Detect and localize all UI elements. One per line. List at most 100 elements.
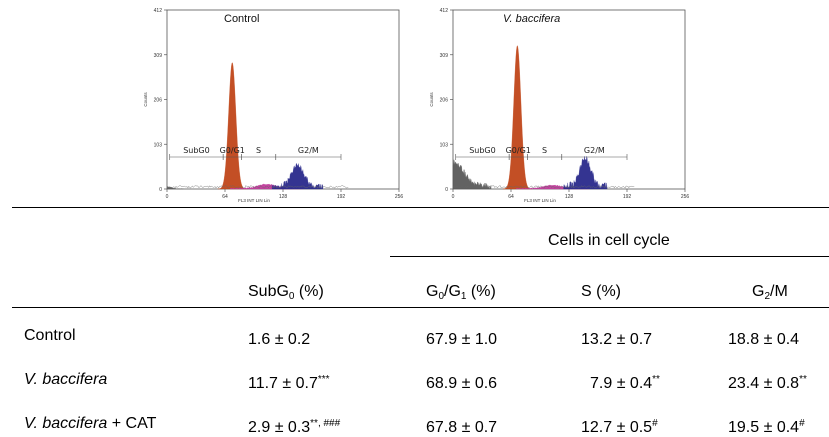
row-0-g0g1-value: 67.9 ± 1.0 (426, 331, 498, 348)
row-1-g0g1: 68.9 ± 0.6 (426, 371, 497, 393)
region-label: S (256, 146, 261, 155)
row-1-subg0-sig: *** (317, 374, 330, 385)
histogram-peak-g2-m (563, 156, 608, 190)
row-1-g2m-value: 23.4 ± 0.8 (728, 375, 800, 392)
col-header-g0g1-tail: (%) (466, 283, 496, 300)
row-1-g0g1-value: 68.9 ± 0.6 (426, 375, 498, 392)
chart-title: Control (224, 13, 259, 25)
x-tick-label: 192 (337, 194, 346, 200)
col-header-g0g1-p2: /G (444, 283, 461, 300)
row-2-g0g1: 67.8 ± 0.7 (426, 415, 497, 437)
x-tick-label: 192 (623, 194, 632, 200)
region-label: G0/G1 (506, 146, 531, 155)
chart-title: V. baccifera (503, 13, 560, 25)
figure-table-divider (12, 207, 829, 208)
row-label-control: Control (24, 327, 76, 345)
row-2-subg0-value: 2.9 ± 0.3 (248, 419, 311, 436)
col-header-g2m-tail: /M (770, 283, 788, 300)
y-tick-label: 412 (440, 8, 449, 14)
row-2-label: + CAT (107, 415, 157, 432)
region-label: G2/M (584, 146, 605, 155)
col-header-g0g1-s2: 1 (460, 291, 467, 302)
x-tick-label: 256 (681, 194, 690, 200)
histogram-peak-subg0 (452, 159, 492, 190)
region-label: G2/M (298, 146, 319, 155)
col-header-g2m-base: G (752, 283, 765, 300)
region-label: G0/G1 (220, 146, 245, 155)
col-header-subg0-tail: (%) (294, 283, 324, 300)
y-tick-label: 103 (440, 142, 449, 148)
histogram-baseline (166, 185, 349, 189)
y-tick-label: 0 (159, 187, 162, 193)
col-header-subg0-sub: 0 (288, 291, 295, 302)
y-tick-label: 309 (440, 53, 449, 59)
y-tick-label: 103 (154, 142, 163, 148)
histogram-control: 0 103 206 309 412 0 64 128 192 256 FL3 INT LIN Lin… (143, 8, 403, 203)
row-0-g2m-value: 18.8 ± 0.4 (728, 331, 800, 348)
row-0-s: 13.2 ± 0.7 (581, 327, 652, 349)
row-1-g2m-sig: ** (799, 374, 807, 385)
row-1-subg0: 11.7 ± 0.7*** (248, 371, 330, 393)
row-2-g2m-value: 19.5 ± 0.4 (728, 419, 800, 436)
col-header-g2m-sub: 2 (764, 291, 771, 302)
row-0-g0g1: 67.9 ± 1.0 (426, 327, 497, 349)
x-tick-label: 256 (395, 194, 404, 200)
row-2-s-value: 12.7 ± 0.5 (581, 419, 653, 436)
row-1-s-value: 7.9 ± 0.4 (590, 375, 653, 392)
histogram-v-baccifera: 0 103 206 309 412 0 64 128 192 256 FL3 INT LIN Lin… (429, 8, 689, 203)
x-tick-label: 64 (222, 194, 228, 200)
x-tick-label: 0 (452, 194, 455, 200)
row-1-s-sig: ** (652, 374, 660, 385)
y-tick-label: 206 (440, 98, 449, 104)
y-tick-label: 309 (154, 53, 163, 59)
row-2-label-italic: V. baccifera (24, 415, 108, 432)
x-axis-label: FL3 INT LIN Lin (238, 198, 270, 203)
col-header-subg0-base: SubG (248, 283, 289, 300)
row-1-label-italic: V. baccifera (24, 371, 108, 388)
histogram-peak-g0-g1 (217, 62, 247, 190)
x-tick-label: 128 (565, 194, 574, 200)
y-tick-label: 206 (154, 98, 163, 104)
y-axis-label: Counts (143, 92, 148, 107)
row-2-g2m-sig: # (799, 418, 805, 429)
x-tick-label: 64 (508, 194, 514, 200)
row-2-subg0: 2.9 ± 0.3**, ### (248, 415, 340, 437)
histogram-figures: 0 103 206 309 412 0 64 128 192 256 FL3 INT LIN Lin… (143, 8, 689, 203)
row-label-v-baccifera-cat: V. baccifera + CAT (24, 415, 156, 433)
y-tick-label: 0 (445, 187, 448, 193)
row-0-subg0-value: 1.6 ± 0.2 (248, 331, 311, 348)
row-2-subg0-sig: **, ### (310, 418, 341, 429)
col-header-g0g1-s1: 0 (438, 291, 445, 302)
y-tick-label: 412 (154, 8, 163, 14)
histogram-peak-g2-m (271, 163, 324, 190)
x-tick-label: 0 (166, 194, 169, 200)
row-1-s: 7.9 ± 0.4** (590, 371, 660, 393)
row-2-g0g1-value: 67.8 ± 0.7 (426, 419, 498, 436)
plot-frame (452, 9, 686, 190)
col-header-subg0: SubG0 (%) (248, 283, 324, 306)
col-header-g2m: G2/M (752, 283, 788, 306)
row-1-subg0-value: 11.7 ± 0.7 (248, 375, 318, 392)
col-header-g0g1: G0/G1 (%) (426, 283, 496, 306)
y-axis-label: Counts (429, 92, 434, 107)
header-rule (12, 307, 829, 308)
col-header-s: S (%) (581, 283, 621, 300)
row-2-s-sig: # (652, 418, 658, 429)
row-1-g2m: 23.4 ± 0.8** (728, 371, 807, 393)
row-2-s: 12.7 ± 0.5# (581, 415, 658, 437)
row-0-label: Control (24, 327, 76, 344)
region-label: SubG0 (183, 146, 210, 155)
x-axis-label: FL3 INT LIN Lin (524, 198, 556, 203)
histogram-peak-g0-g1 (502, 45, 532, 190)
region-label: SubG0 (469, 146, 496, 155)
row-0-subg0: 1.6 ± 0.2 (248, 327, 310, 349)
col-header-g0g1-p1: G (426, 283, 439, 300)
group-header-rule (390, 256, 829, 257)
row-0-g2m: 18.8 ± 0.4 (728, 327, 799, 349)
row-2-g2m: 19.5 ± 0.4# (728, 415, 805, 437)
plot-frame (166, 9, 400, 190)
group-header: Cells in cell cycle (548, 232, 670, 249)
region-label: S (542, 146, 547, 155)
x-tick-label: 128 (279, 194, 288, 200)
row-label-v-baccifera: V. baccifera (24, 371, 107, 389)
